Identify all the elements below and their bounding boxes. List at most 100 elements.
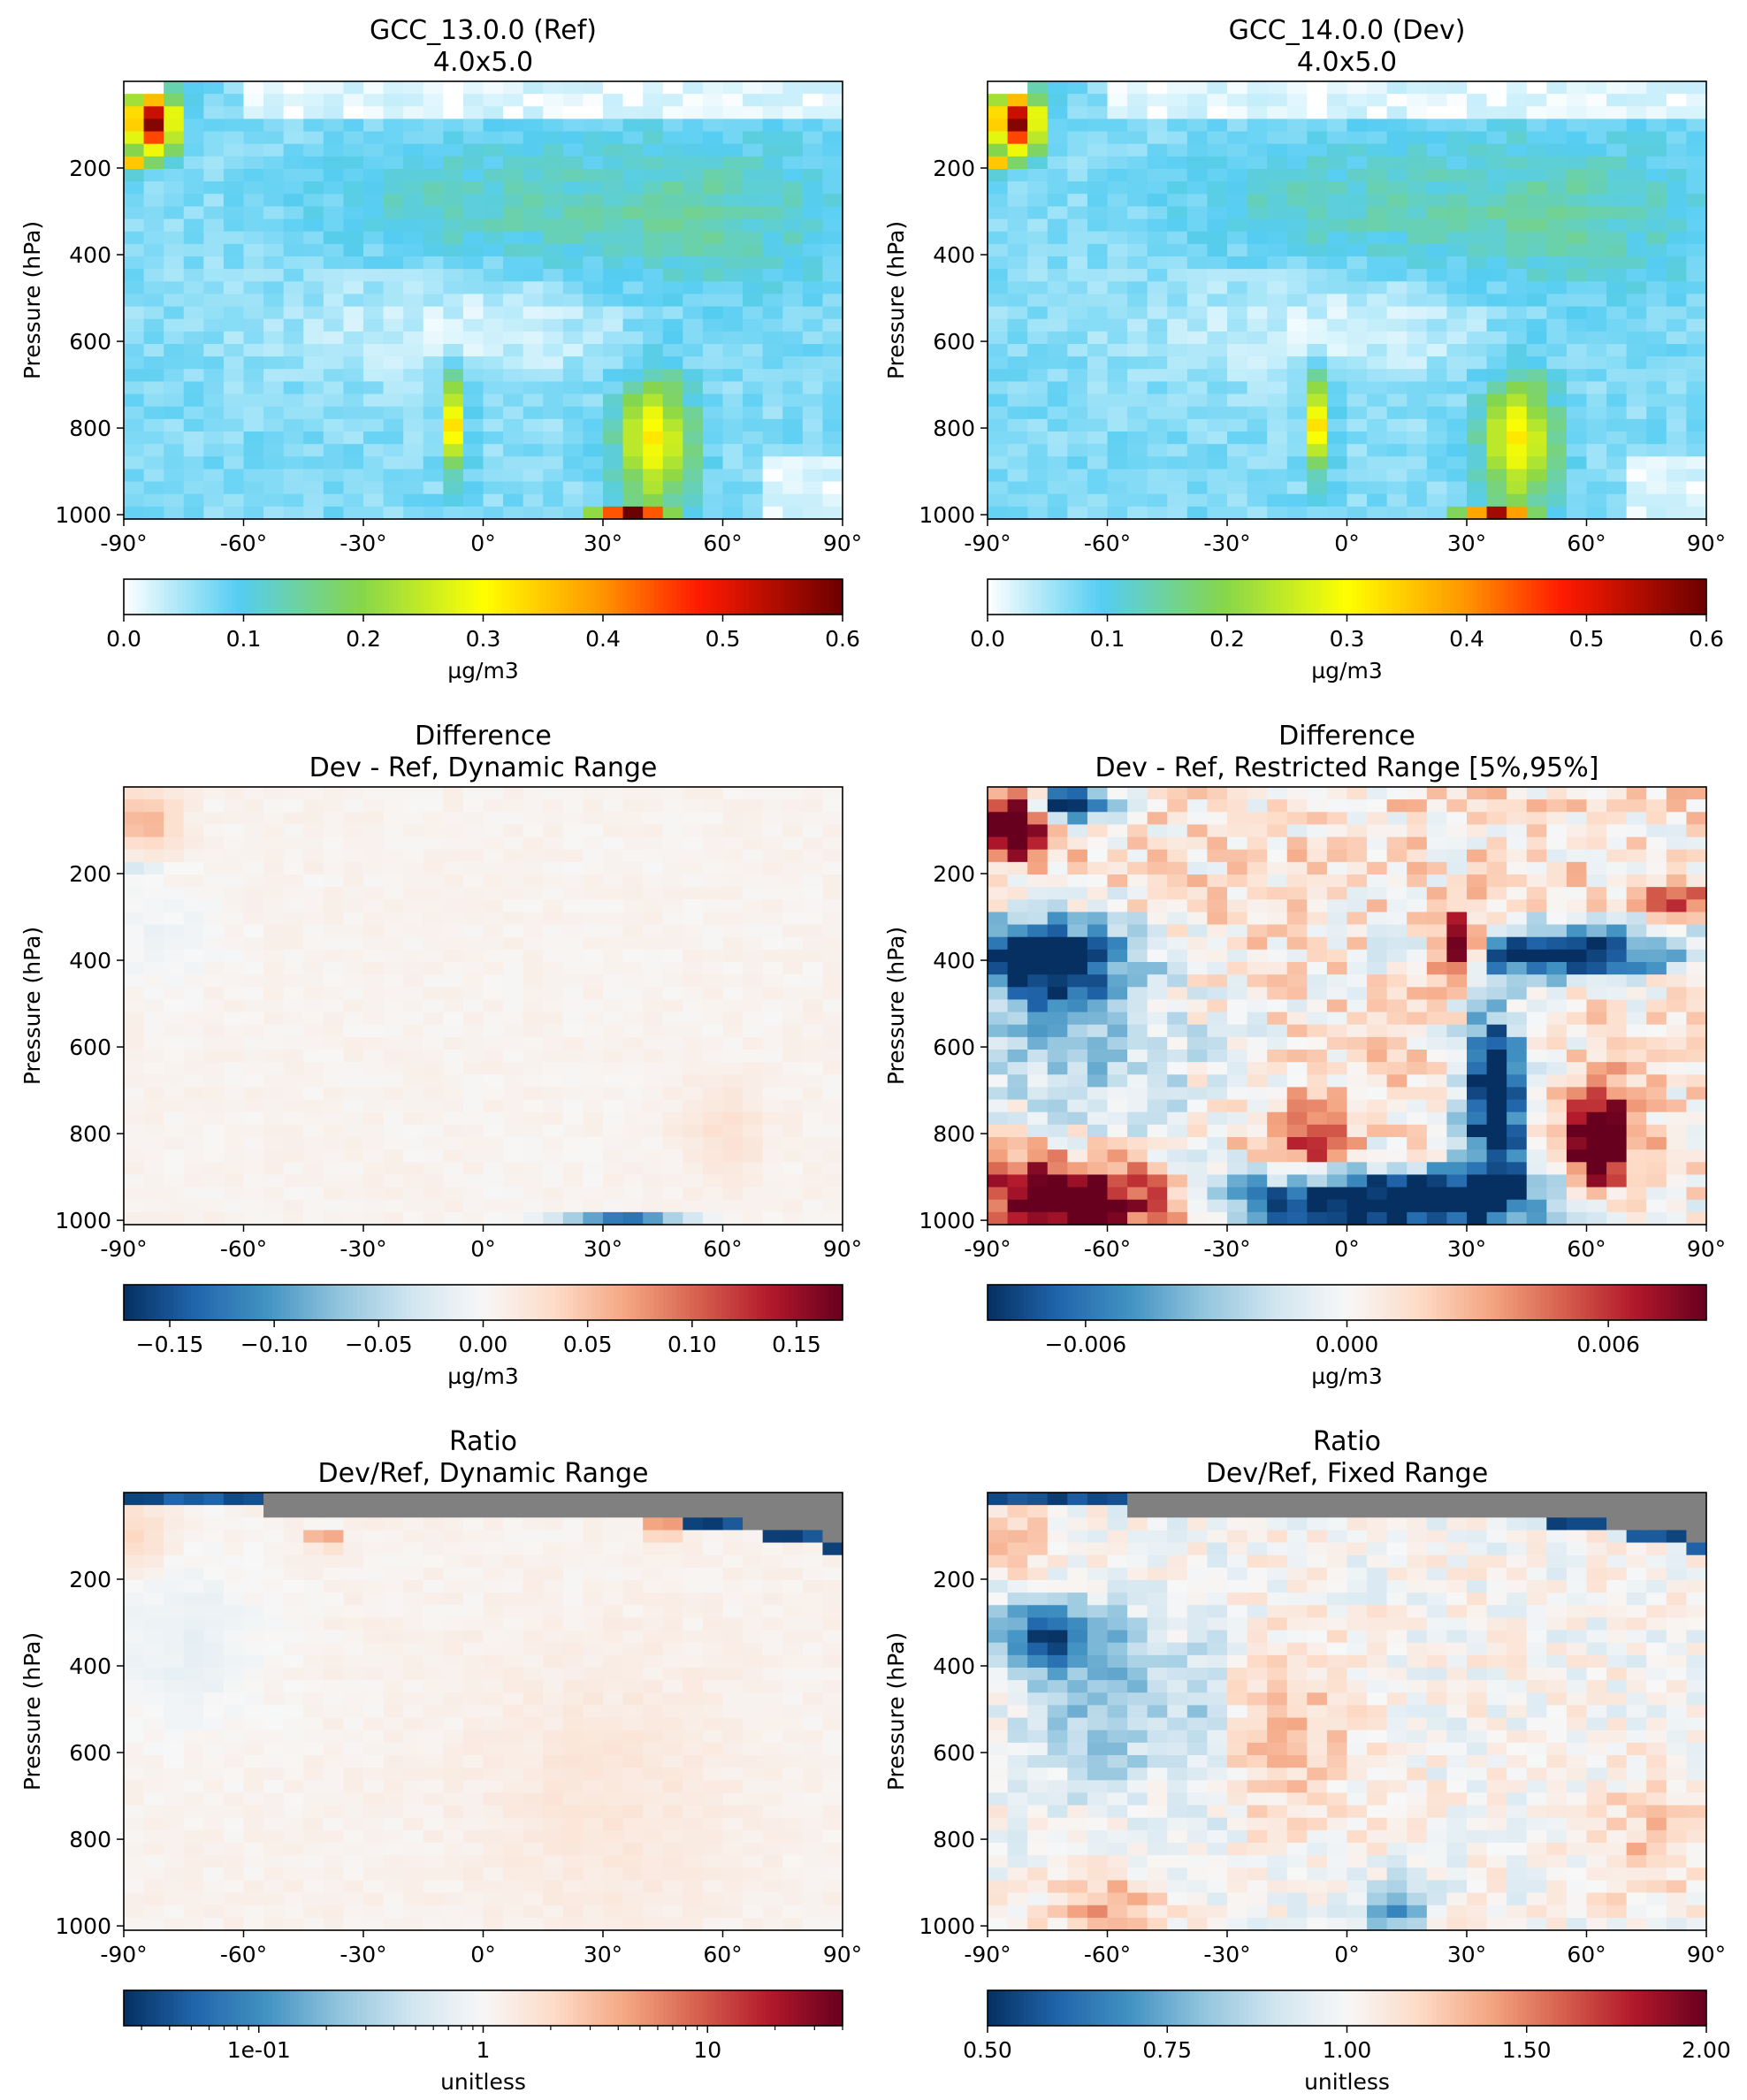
colorbar-tick-label: 0.5	[706, 626, 741, 652]
colorbar-segment	[1247, 579, 1254, 615]
heatmap-cell	[1626, 131, 1647, 145]
heatmap-cell	[1127, 974, 1148, 988]
colorbar-tick-label: 0.3	[1330, 626, 1365, 652]
heatmap-cell	[1247, 924, 1268, 938]
heatmap-cell	[164, 118, 185, 133]
heatmap-cell	[683, 418, 704, 432]
heatmap-cell	[1426, 81, 1448, 95]
heatmap-cell	[1127, 331, 1148, 345]
colorbar-segment	[519, 579, 524, 615]
heatmap-cell	[383, 987, 404, 1001]
colorbar-segment	[159, 579, 165, 615]
heatmap-cell	[662, 418, 683, 432]
heatmap-cell	[1526, 469, 1547, 483]
heatmap-cell	[643, 874, 664, 888]
heatmap-cell	[1626, 256, 1647, 270]
heatmap-cell	[1207, 1087, 1228, 1101]
heatmap-cell	[743, 824, 764, 838]
heatmap-cell	[1546, 281, 1568, 295]
heatmap-cell	[988, 243, 1009, 257]
heatmap-cell	[462, 418, 484, 432]
colorbar-tick-label: 0.2	[1209, 626, 1245, 652]
heatmap-cell	[443, 194, 464, 208]
heatmap-cell	[762, 269, 783, 282]
heatmap-cell	[622, 1149, 644, 1163]
heatmap-cell	[1087, 506, 1109, 520]
heatmap-cell	[183, 824, 204, 838]
colorbar-segment	[362, 579, 367, 615]
heatmap-cell	[263, 406, 285, 420]
heatmap-cell	[822, 393, 843, 408]
heatmap-cell	[988, 456, 1009, 470]
heatmap-cell	[583, 1036, 604, 1050]
heatmap-cell	[643, 94, 664, 107]
colorbar-segment	[469, 1285, 475, 1320]
heatmap-cell	[1227, 1211, 1248, 1226]
heatmap-cell	[203, 849, 225, 863]
heatmap-cell	[643, 949, 664, 963]
heatmap-cell	[1207, 936, 1228, 951]
heatmap-cell	[423, 169, 444, 182]
heatmap-cell	[462, 987, 484, 1001]
heatmap-cell	[583, 356, 604, 370]
heatmap-cell	[283, 381, 304, 395]
heatmap-cell	[1087, 1187, 1109, 1201]
heatmap-cell	[1227, 962, 1248, 975]
heatmap-cell	[702, 936, 724, 951]
heatmap-cell	[1307, 824, 1328, 838]
colorbar-segment	[988, 579, 993, 615]
heatmap-cell	[1626, 294, 1647, 308]
heatmap-cell	[243, 836, 264, 851]
heatmap-cell	[1207, 1199, 1228, 1213]
heatmap-cell	[683, 999, 704, 1013]
heatmap-cell	[183, 106, 204, 120]
heatmap-cell	[462, 874, 484, 888]
heatmap-cell	[443, 469, 464, 483]
heatmap-cell	[603, 874, 624, 888]
colorbar-segment	[1369, 579, 1375, 615]
heatmap-cell	[203, 1174, 225, 1188]
heatmap-cell	[1546, 431, 1568, 445]
heatmap-cell	[462, 243, 484, 257]
heatmap-cell	[1307, 218, 1328, 233]
heatmap-cell	[1267, 812, 1288, 826]
heatmap-cell	[1007, 987, 1028, 1001]
heatmap-cell	[1307, 156, 1328, 170]
heatmap-cell	[443, 1187, 464, 1201]
heatmap-cell	[303, 1137, 324, 1150]
heatmap-cell	[762, 999, 783, 1013]
heatmap-cell	[1067, 1149, 1088, 1163]
heatmap-cell	[1267, 1211, 1288, 1226]
heatmap-cell	[1107, 94, 1128, 107]
heatmap-cell	[1186, 1111, 1209, 1126]
heatmap-cell	[622, 1174, 644, 1188]
heatmap-cell	[1307, 356, 1328, 370]
heatmap-cell	[1027, 431, 1049, 445]
heatmap-cell	[343, 206, 364, 220]
heatmap-cell	[822, 962, 843, 975]
heatmap-cell	[722, 456, 744, 470]
heatmap-cell	[223, 393, 245, 408]
colorbar-segment	[420, 579, 426, 615]
heatmap-cell	[1267, 974, 1288, 988]
colorbar-segment	[537, 579, 543, 615]
heatmap-cell	[1247, 356, 1268, 370]
heatmap-cell	[1626, 506, 1647, 520]
heatmap-cell	[1407, 118, 1428, 133]
heatmap-cell	[662, 318, 683, 332]
heatmap-cell	[1666, 406, 1688, 420]
heatmap-cell	[1286, 194, 1308, 208]
heatmap-cell	[1407, 169, 1428, 182]
heatmap-cell	[124, 369, 145, 383]
heatmap-cell	[1247, 243, 1268, 257]
heatmap-cell	[1686, 156, 1707, 170]
heatmap-cell	[203, 444, 225, 457]
heatmap-cell	[503, 281, 524, 295]
heatmap-cell	[323, 294, 345, 308]
heatmap-cell	[702, 1087, 724, 1101]
heatmap-cell	[1007, 406, 1028, 420]
x-tick-label: 30°	[584, 1236, 622, 1262]
heatmap-cell	[1307, 106, 1328, 120]
heatmap-cell	[383, 469, 404, 483]
heatmap-cell	[164, 1099, 185, 1113]
